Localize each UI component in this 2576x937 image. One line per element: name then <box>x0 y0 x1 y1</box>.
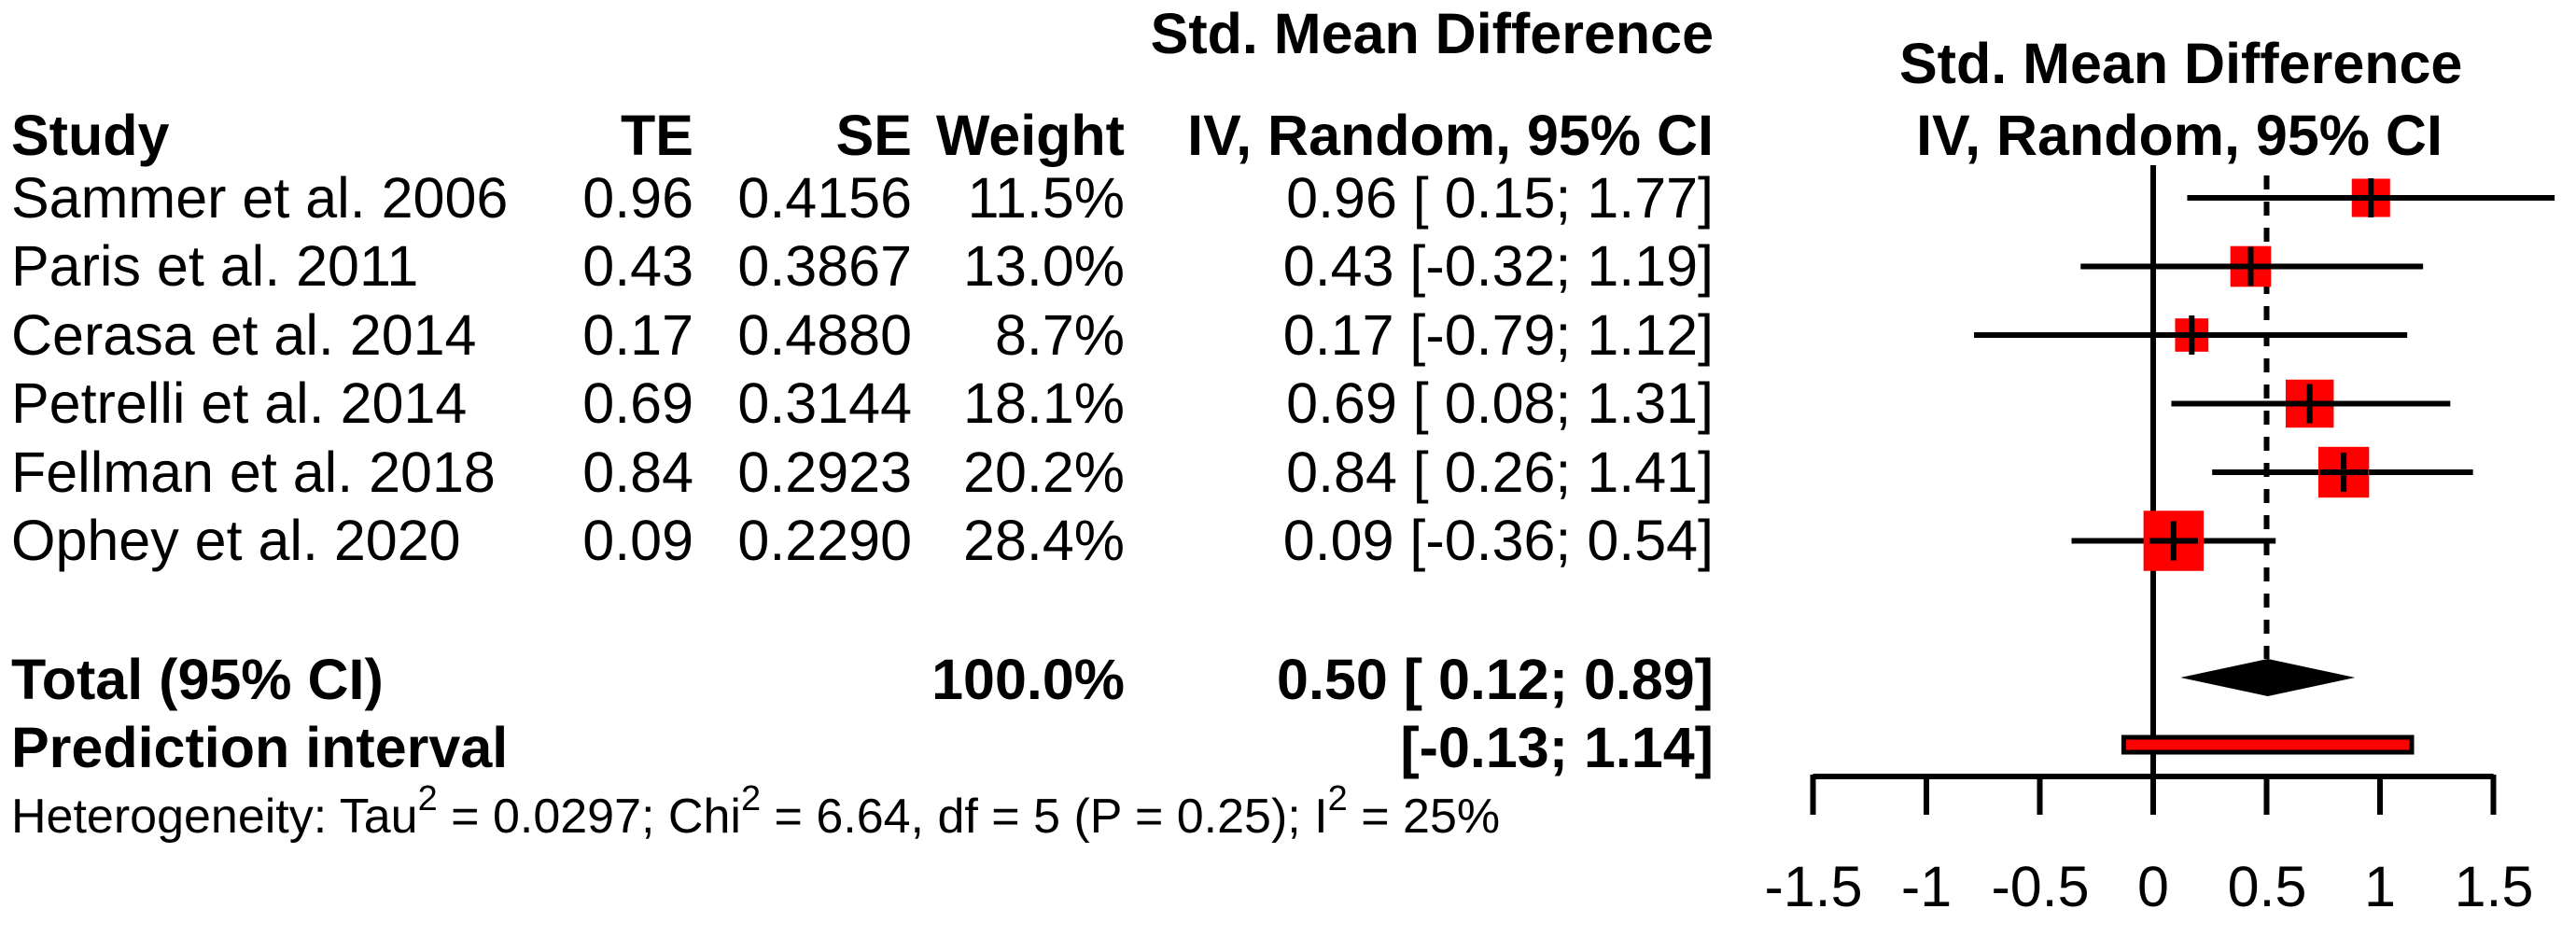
heterogeneity-segment: = 0.0297; Chi <box>437 790 741 844</box>
total-weight: 100.0% <box>931 648 1125 711</box>
se-value: 0.2923 <box>737 441 912 504</box>
ci-value: 0.84 [ 0.26; 1.41] <box>1286 441 1714 504</box>
study-label: Fellman et al. 2018 <box>11 441 496 504</box>
axis-tick-label: -1.5 <box>1764 855 1863 918</box>
te-value: 0.09 <box>582 509 693 572</box>
study-label: Cerasa et al. 2014 <box>11 303 477 367</box>
se-value: 0.3867 <box>737 234 912 298</box>
column-header-study: Study <box>11 104 170 167</box>
ci-value: 0.69 [ 0.08; 1.31] <box>1286 371 1714 435</box>
axis-tick-label: -0.5 <box>1991 855 2090 918</box>
study-label: Petrelli et al. 2014 <box>11 371 468 435</box>
se-value: 0.4880 <box>737 303 912 367</box>
heterogeneity-text: Heterogeneity: Tau2 = 0.0297; Chi2 = 6.6… <box>11 779 1501 851</box>
column-header-weight: Weight <box>935 104 1125 167</box>
study-label: Sammer et al. 2006 <box>11 166 509 230</box>
pooled-diamond <box>2180 659 2356 696</box>
left-effect-header: Std. Mean Difference <box>1150 2 1714 65</box>
prediction-interval-label: Prediction interval <box>11 716 509 779</box>
total-label: Total (95% CI) <box>11 648 384 711</box>
ci-value: 0.17 [-0.79; 1.12] <box>1282 303 1714 367</box>
weight-value: 13.0% <box>963 234 1125 298</box>
te-value: 0.17 <box>582 303 693 367</box>
superscript-2: 2 <box>1327 779 1348 818</box>
te-value: 0.43 <box>582 234 693 298</box>
weight-value: 8.7% <box>994 303 1125 367</box>
right-model-header: IV, Random, 95% CI <box>1916 104 2443 167</box>
weight-value: 18.1% <box>963 371 1125 435</box>
te-value: 0.96 <box>582 166 693 230</box>
heterogeneity-segment: = 25% <box>1347 790 1501 844</box>
axis-tick-label: 0 <box>2137 855 2169 918</box>
study-label: Paris et al. 2011 <box>11 234 419 298</box>
weight-value: 20.2% <box>963 441 1125 504</box>
left-model-header: IV, Random, 95% CI <box>1187 104 1714 167</box>
se-value: 0.4156 <box>737 166 912 230</box>
heterogeneity-segment: Heterogeneity: Tau <box>11 790 418 844</box>
study-label: Ophey et al. 2020 <box>11 509 461 572</box>
superscript-2: 2 <box>417 779 438 818</box>
ci-value: 0.96 [ 0.15; 1.77] <box>1286 166 1714 230</box>
total-ci-text: 0.50 [ 0.12; 0.89] <box>1277 648 1714 711</box>
axis-tick-label: -1 <box>1900 855 1953 918</box>
axis-tick-label: 1.5 <box>2454 855 2534 918</box>
prediction-interval-ci-text: [-0.13; 1.14] <box>1400 716 1714 779</box>
superscript-2: 2 <box>740 779 762 818</box>
axis-tick-label: 1 <box>2364 855 2396 918</box>
right-effect-header: Std. Mean Difference <box>1899 32 2463 95</box>
prediction-interval-bar <box>2121 734 2415 755</box>
axis-tick-label: 0.5 <box>2227 855 2307 918</box>
ci-value: 0.09 [-0.36; 0.54] <box>1282 509 1714 572</box>
weight-value: 28.4% <box>963 509 1125 572</box>
te-value: 0.69 <box>582 371 693 435</box>
te-value: 0.84 <box>582 441 693 504</box>
heterogeneity-segment: = 6.64, df = 5 (P = 0.25); I <box>761 790 1328 844</box>
column-header-se: SE <box>835 104 912 167</box>
se-value: 0.2290 <box>737 509 912 572</box>
se-value: 0.3144 <box>737 371 912 435</box>
weight-value: 11.5% <box>967 166 1125 230</box>
column-header-te: TE <box>621 104 693 167</box>
ci-value: 0.43 [-0.32; 1.19] <box>1282 234 1714 298</box>
